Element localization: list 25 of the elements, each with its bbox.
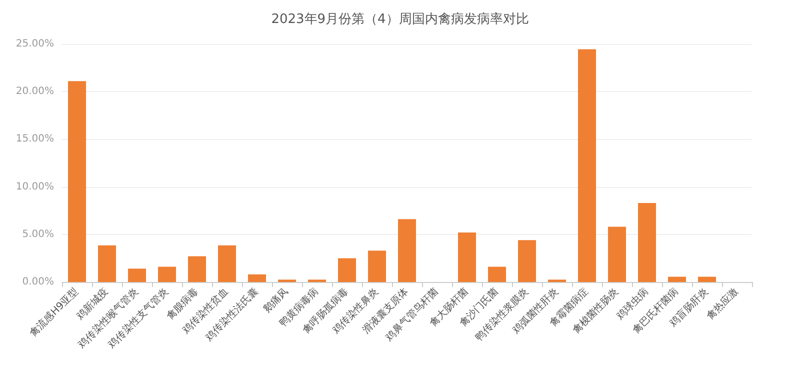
bar bbox=[518, 240, 536, 282]
bar bbox=[458, 232, 476, 282]
bar bbox=[398, 219, 416, 282]
y-tick-label: 10.00% bbox=[16, 181, 54, 192]
bar bbox=[98, 245, 116, 282]
bar bbox=[368, 250, 386, 282]
bar bbox=[578, 49, 596, 282]
bar bbox=[158, 266, 176, 282]
bar bbox=[608, 226, 626, 282]
bar bbox=[128, 268, 146, 282]
bar bbox=[698, 276, 716, 282]
bar bbox=[668, 276, 686, 282]
bar bbox=[218, 245, 236, 282]
y-tick-label: 15.00% bbox=[16, 134, 54, 145]
chart-title: 2023年9月份第（4）周国内禽病发病率对比 bbox=[271, 11, 529, 27]
bar bbox=[188, 256, 206, 282]
y-tick-label: 20.00% bbox=[16, 86, 54, 98]
bar bbox=[338, 258, 356, 282]
bar bbox=[248, 274, 266, 282]
y-tick-label: 0.00% bbox=[22, 276, 54, 288]
y-tick-label: 25.00% bbox=[16, 38, 54, 50]
bar bbox=[638, 202, 656, 282]
bar bbox=[68, 81, 86, 282]
y-tick-label: 5.00% bbox=[22, 228, 54, 240]
bar bbox=[488, 266, 506, 282]
